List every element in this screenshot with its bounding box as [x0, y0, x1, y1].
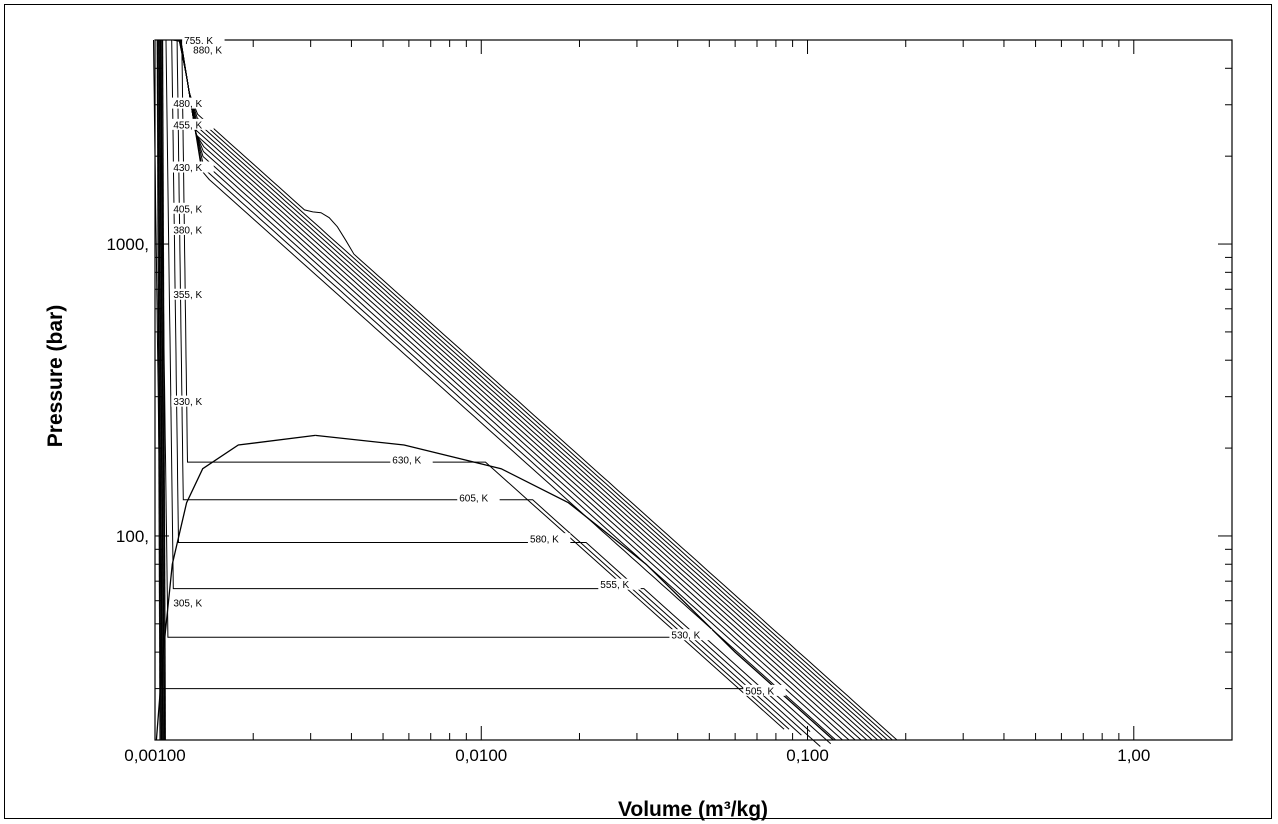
saturated-vapor-line — [315, 434, 834, 741]
y-tick-label: 1000, — [106, 235, 149, 254]
liquid-isotherm-line — [159, 39, 163, 741]
isotherm-label: 330, K — [173, 397, 202, 408]
isotherm-label: 580, K — [530, 535, 559, 546]
isotherm-labels: 305, K 330, K 355, K 380, K 405, K 430, K 455,… — [171, 34, 786, 697]
isotherm-label: 880, K — [193, 45, 222, 56]
isotherm-label-bg — [457, 491, 500, 503]
isotherm-line — [165, 39, 821, 747]
isotherm-line — [156, 39, 868, 741]
isotherm-label-bg — [598, 578, 641, 590]
liquid-isotherm-line — [161, 39, 165, 741]
isotherm-line — [181, 39, 785, 730]
isotherm-label-bg — [171, 161, 214, 173]
isotherm-label: 505, K — [745, 686, 774, 697]
isotherm-line — [156, 39, 878, 741]
isotherm-label: 555, K — [600, 580, 629, 591]
liquid-isotherm-line — [161, 39, 166, 741]
isotherm-label: 530, K — [671, 631, 700, 642]
isotherm-line — [156, 39, 888, 741]
plot-area-border — [154, 39, 1233, 741]
liquid-isotherm-line — [159, 39, 164, 741]
isotherm-label-bg — [171, 288, 214, 300]
isotherm-label: 455, K — [173, 120, 202, 131]
x-tick-label: 0,100 — [786, 746, 829, 765]
isotherm-label-bg — [171, 118, 214, 130]
y-tick-label: 100, — [116, 527, 149, 546]
isotherm-label: 305, K — [173, 599, 202, 610]
x-axis-title: Volume (m³/kg) — [618, 798, 768, 821]
isotherm-label: 480, K — [173, 99, 202, 110]
isotherm-line — [156, 39, 862, 741]
liquid-isotherm-line — [157, 39, 161, 741]
isotherm-label-bg — [527, 533, 571, 545]
liquid-isotherm-line — [156, 39, 161, 741]
x-tick-label: 0,0100 — [455, 746, 507, 765]
isotherm-label-bg — [669, 629, 712, 641]
isotherm-label: 630, K — [392, 456, 421, 467]
isotherm-label-bg — [191, 43, 234, 55]
y-axis-title: Pressure (bar) — [44, 305, 67, 447]
isotherm-label: 355, K — [173, 290, 202, 301]
isotherm-line — [156, 39, 843, 741]
isotherm-label-bg — [390, 454, 433, 466]
isotherm-label: 405, K — [173, 204, 202, 215]
isotherm-line — [156, 39, 856, 741]
isotherm-label-bg — [743, 684, 786, 696]
liquid-isotherm-line — [158, 39, 163, 741]
saturated-liquid-line — [155, 434, 316, 741]
isotherm-line — [156, 39, 850, 741]
x-tick-label: 1,00 — [1117, 746, 1150, 765]
isotherm-line — [176, 39, 790, 730]
isotherm-label-bg — [171, 202, 214, 214]
isotherm-curves — [153, 39, 898, 747]
isotherm-line — [156, 39, 884, 741]
isotherm-label-bg — [171, 223, 214, 235]
isotherm-label-bg — [182, 34, 225, 46]
isotherm-label: 430, K — [173, 163, 202, 174]
isotherm-line — [159, 39, 811, 732]
isotherm-label: 380, K — [173, 225, 202, 236]
isotherm-line — [156, 39, 873, 741]
x-tick-label: 0,00100 — [124, 746, 185, 765]
figure-frame — [4, 4, 1272, 819]
isotherm-label-bg — [171, 97, 214, 109]
liquid-isotherm-line — [160, 39, 165, 741]
isotherm-label: 605, K — [459, 493, 488, 504]
isotherm-label-bg — [171, 597, 214, 609]
isotherm-label-bg — [171, 395, 214, 407]
isotherm-line — [156, 39, 893, 741]
liquid-isotherm-line — [157, 39, 162, 741]
isotherm-line — [156, 39, 898, 741]
liquid-isotherm-line — [162, 39, 166, 741]
isotherm-line — [156, 39, 837, 741]
axes: 0,00100 0,0100 0,100 1,00 100, 1000, — [106, 39, 1233, 765]
isotherm-label: 755, K — [184, 36, 213, 47]
